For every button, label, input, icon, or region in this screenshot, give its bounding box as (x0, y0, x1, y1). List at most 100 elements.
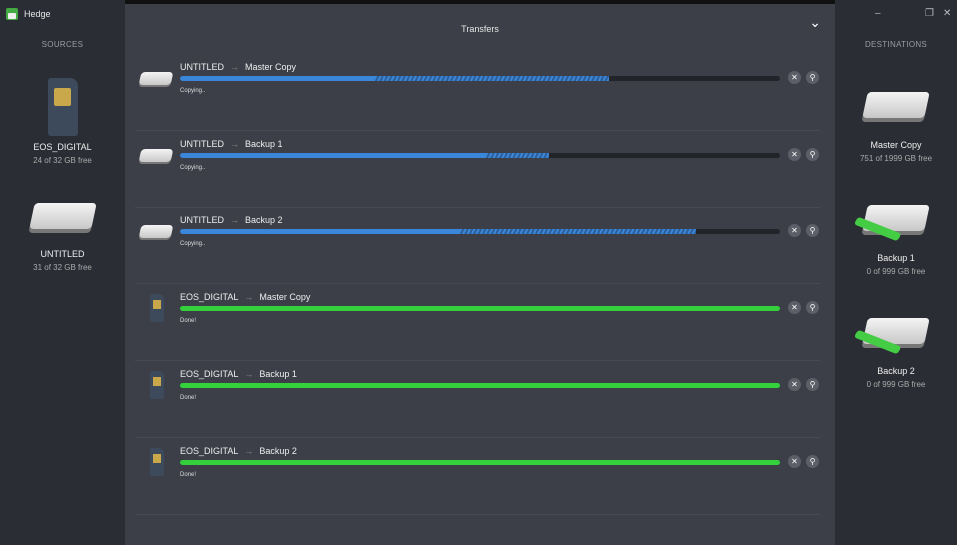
sd-card-icon (150, 294, 164, 323)
sd-card-icon (150, 447, 164, 476)
sources-panel: Hedge SOURCES EOS_DIGITAL 24 of 32 GB fr… (0, 0, 125, 545)
arrow-right-icon: → (230, 62, 240, 72)
arrow-right-icon: → (244, 445, 254, 456)
volume-name: Backup 1 (877, 253, 915, 263)
source-icon (140, 447, 164, 476)
arrow-right-icon: → (230, 215, 240, 226)
transfer-row: UNTITLED → Backup 2 Copying.. ✕ ⚲ (135, 207, 820, 285)
transfer-status: Done! (180, 471, 197, 478)
transfer-status: Done! (180, 394, 197, 401)
cable-icon (853, 329, 902, 355)
volume-name: UNTITLED (40, 249, 85, 259)
cancel-transfer-button[interactable]: ✕ (788, 301, 801, 315)
transfer-route: EOS_DIGITAL → Backup 1 (180, 369, 297, 379)
volume-name: Backup 2 (877, 366, 915, 376)
source-icon (140, 294, 164, 323)
progress-bar (180, 152, 780, 158)
transfer-row: EOS_DIGITAL → Backup 1 Done! ✕ ⚲ (135, 361, 820, 438)
source-name: UNTITLED (180, 62, 225, 72)
search-icon[interactable]: ⚲ (806, 454, 819, 468)
volume-free: 0 of 999 GB free (866, 380, 926, 389)
destinations-header: DESTINATIONS (864, 40, 928, 49)
arrow-right-icon: → (244, 292, 254, 303)
arrow-right-icon: → (230, 138, 240, 149)
progress-bar (180, 229, 780, 235)
search-icon[interactable]: ⚲ (806, 71, 819, 84)
cancel-transfer-button[interactable]: ✕ (788, 224, 801, 238)
source-name: EOS_DIGITAL (180, 368, 239, 379)
hard-drive-connected-icon (853, 318, 930, 355)
transfer-route: EOS_DIGITAL → Backup 2 (180, 446, 297, 456)
transfer-status: Copying.. (180, 88, 206, 94)
destination-master-copy[interactable]: Master Copy 751 of 1999 GB free (835, 92, 957, 163)
transfers-panel: Transfers ⌄ UNTITLED → Master Copy Copying… (125, 4, 835, 545)
destination-name: Master Copy (259, 292, 311, 303)
hard-drive-icon (138, 148, 174, 162)
volume-name: Master Copy (870, 140, 922, 150)
search-icon[interactable]: ⚲ (806, 377, 819, 391)
minimize-button[interactable]: – (875, 8, 881, 19)
progress-fill (180, 306, 780, 312)
progress-buffer (375, 76, 609, 81)
cancel-transfer-button[interactable]: ✕ (788, 71, 801, 84)
sd-card-icon (150, 370, 164, 399)
app-title: Hedge (6, 8, 51, 20)
volume-name: EOS_DIGITAL (33, 142, 92, 152)
progress-fill (180, 382, 780, 388)
search-icon[interactable]: ⚲ (806, 301, 819, 315)
cancel-transfer-button[interactable]: ✕ (788, 147, 801, 161)
hard-drive-icon (28, 203, 97, 229)
volume-free: 24 of 32 GB free (33, 156, 92, 165)
source-eos-digital[interactable]: EOS_DIGITAL 24 of 32 GB free (0, 78, 125, 165)
source-icon (138, 72, 174, 85)
progress-bar (180, 76, 780, 81)
arrow-right-icon: → (244, 368, 254, 379)
transfer-row: UNTITLED → Master Copy Copying.. ✕ ⚲ (135, 54, 820, 131)
sources-header: SOURCES (41, 40, 84, 49)
progress-bar (180, 459, 780, 465)
search-icon[interactable]: ⚲ (806, 224, 819, 238)
source-icon (140, 370, 164, 399)
progress-buffer (460, 229, 696, 235)
volume-free: 751 of 1999 GB free (859, 154, 933, 163)
maximize-button[interactable]: ❐ (925, 8, 934, 19)
close-button[interactable]: ✕ (943, 8, 952, 19)
source-icon (138, 148, 174, 162)
destination-backup-1[interactable]: Backup 1 0 of 999 GB free (835, 205, 957, 276)
hard-drive-icon (862, 92, 930, 118)
cancel-transfer-button[interactable]: ✕ (788, 454, 801, 468)
destinations-panel: – ❐ ✕ DESTINATIONS Master Copy 751 of 19… (835, 0, 957, 545)
volume-free: 31 of 32 GB free (33, 263, 92, 272)
progress-fill (180, 459, 780, 465)
progress-fill (180, 76, 375, 81)
destination-name: Backup 2 (259, 445, 297, 456)
source-name: EOS_DIGITAL (180, 445, 239, 456)
app-name: Hedge (24, 9, 51, 19)
source-untitled[interactable]: UNTITLED 31 of 32 GB free (0, 203, 125, 272)
cancel-transfer-button[interactable]: ✕ (788, 377, 801, 391)
transfer-status: Copying.. (180, 241, 206, 248)
sd-card-icon (47, 78, 78, 136)
transfer-status: Copying.. (180, 164, 206, 171)
source-name: UNTITLED (180, 215, 225, 226)
search-icon[interactable]: ⚲ (806, 147, 819, 161)
hard-drive-connected-icon (853, 205, 930, 242)
source-name: EOS_DIGITAL (180, 292, 239, 303)
progress-buffer (486, 152, 549, 158)
transfer-row: EOS_DIGITAL → Backup 2 Done! ✕ ⚲ (135, 438, 820, 515)
cable-icon (853, 216, 902, 242)
transfer-route: EOS_DIGITAL → Master Copy (180, 292, 310, 302)
destination-name: Master Copy (245, 62, 297, 72)
destination-backup-2[interactable]: Backup 2 0 of 999 GB free (835, 318, 957, 389)
hedge-logo-icon (6, 8, 18, 20)
transfer-route: UNTITLED → Backup 1 (180, 139, 283, 149)
progress-bar (180, 382, 780, 388)
hard-drive-icon (138, 72, 174, 85)
transfers-title: Transfers (461, 24, 499, 34)
volume-free: 0 of 999 GB free (866, 267, 926, 276)
destination-name: Backup 1 (245, 138, 283, 149)
source-name: UNTITLED (180, 138, 225, 149)
transfer-route: UNTITLED → Backup 2 (180, 215, 283, 225)
destination-name: Backup 1 (259, 368, 297, 379)
chevron-down-icon[interactable]: ⌄ (809, 14, 821, 30)
